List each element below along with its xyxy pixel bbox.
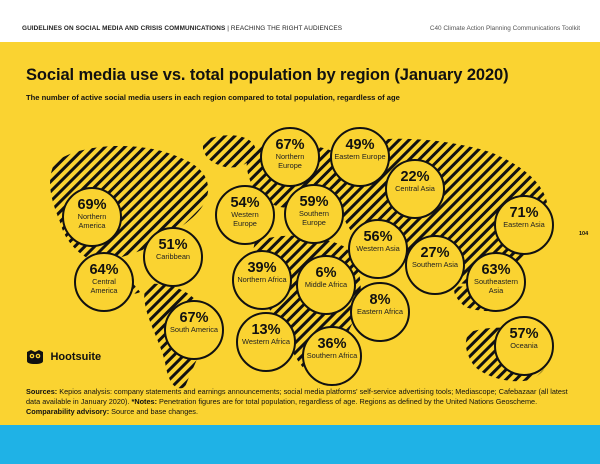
bubble-region: Northern Africa [237,275,287,284]
bubble-region: Western Africa [242,337,290,346]
notes-label: *Notes: [131,397,158,407]
bubble-south-america: 67% South America [164,300,224,360]
bubble-percent: 59% [299,194,329,210]
bubble-percent: 64% [89,262,119,278]
sources-text: Kepios analysis: company statements and … [26,387,568,407]
advisory-text: Source and base changes. [109,407,198,417]
bubble-middle-africa: 6% Middle Africa [296,255,356,315]
bubble-region: Caribbean [155,252,191,261]
bubble-central-asia: 22% Central Asia [385,159,445,219]
chart-title: Social media use vs. total population by… [26,66,509,84]
bubble-region: Eastern Europe [334,152,386,161]
bubble-percent: 36% [317,336,347,352]
bubble-percent: 8% [369,292,391,308]
bubble-eastern-europe: 49% Eastern Europe [330,127,390,187]
bubble-caribbean: 51% Caribbean [143,227,203,287]
notes-text: Penetration figures are for total popula… [157,397,538,407]
bubble-central-america: 64% Central America [74,252,134,312]
bubble-region: Oceania [510,341,538,350]
bubble-region: Southern Europe [299,209,329,227]
bubble-percent: 69% [77,197,107,213]
bubble-region: Western Europe [231,210,259,228]
sources-note: Sources: Kepios analysis: company statem… [26,387,574,418]
bubble-northern-europe: 67% Northern Europe [260,127,320,187]
bubble-region: Central America [90,277,118,295]
logo-wordmark: Hootsuite [50,350,102,363]
bubble-percent: 67% [275,137,305,153]
bubble-western-europe: 54% Western Europe [215,185,275,245]
bubble-region: Southern Africa [306,351,358,360]
bubble-region: Northern America [77,212,107,230]
bubble-percent: 49% [345,137,375,153]
bubble-percent: 67% [179,310,209,326]
hootsuite-logo: Hootsuite [26,348,101,364]
bubble-percent: 54% [230,195,260,211]
bubble-eastern-africa: 8% Eastern Africa [350,282,410,342]
bubble-percent: 22% [400,169,430,185]
bubble-region: Western Asia [356,244,400,253]
bubble-percent: 13% [251,322,281,338]
bubble-region: Southeastern Asia [474,277,518,295]
bubble-percent: 57% [509,326,539,342]
page-number: 104 [579,231,589,237]
bubble-region: Southern Asia [411,260,459,269]
bubble-western-africa: 13% Western Africa [236,312,296,372]
bubble-percent: 51% [158,237,188,253]
bubble-percent: 6% [315,265,337,281]
bubble-percent: 71% [509,205,539,221]
bubble-southern-africa: 36% Southern Africa [302,326,362,386]
advisory-label: Comparability advisory: [26,407,110,417]
greenland-shape [202,135,256,168]
owl-icon [27,349,43,364]
sources-label: Sources: [26,387,58,396]
bubble-percent: 39% [247,260,277,276]
bubble-percent: 56% [363,229,393,245]
section-breadcrumb: GUIDELINES ON SOCIAL MEDIA AND CRISIS CO… [22,25,342,32]
bubble-southern-asia: 27% Southern Asia [405,235,465,295]
bubble-region: Northern Europe [275,152,305,170]
bubble-percent: 63% [481,262,511,278]
bubble-oceania: 57% Oceania [494,316,554,376]
guideline-title: GUIDELINES ON SOCIAL MEDIA AND CRISIS CO… [22,25,226,32]
page-header: GUIDELINES ON SOCIAL MEDIA AND CRISIS CO… [0,0,600,42]
bubble-southeastern-asia: 63% Southeastern Asia [466,252,526,312]
bubble-southern-europe: 59% Southern Europe [284,184,344,244]
bubble-region: Eastern Africa [356,307,403,316]
chart-subtitle: The number of active social media users … [26,93,400,102]
toolkit-name: C40 Climate Action Planning Communicatio… [429,25,580,32]
bubble-region: Central Asia [395,184,435,193]
bubble-northern-america: 69% Northern America [62,187,122,247]
section-name: | REACHING THE RIGHT AUDIENCES [225,25,343,32]
footer-bar [0,425,600,464]
bubble-region: Middle Africa [304,280,348,289]
bubble-eastern-asia: 71% Eastern Asia [494,195,554,255]
bubble-region: South America [169,325,219,334]
bubble-western-asia: 56% Western Asia [348,219,408,279]
infographic-panel: Social media use vs. total population by… [0,42,600,425]
bubble-northern-africa: 39% Northern Africa [232,250,292,310]
bubble-percent: 27% [420,245,450,261]
bubble-region: Eastern Asia [503,220,545,229]
